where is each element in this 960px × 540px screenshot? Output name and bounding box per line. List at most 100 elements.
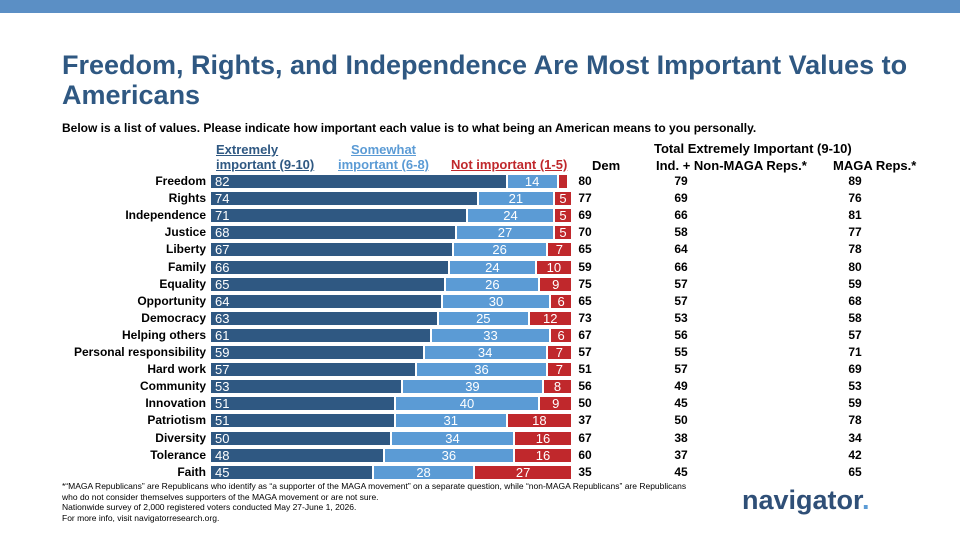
ind-value: 49 — [674, 379, 688, 394]
dem-value: 59 — [578, 259, 592, 274]
bar-segment-not: 10 — [536, 260, 571, 274]
bar-segment-extremely: 48 — [211, 448, 383, 462]
bar-segment-extremely: 68 — [211, 226, 456, 240]
bar-segment-extremely: 67 — [211, 243, 452, 257]
maga-value: 77 — [848, 225, 862, 240]
legend-extremely-line2: important (9-10) — [216, 157, 315, 172]
bar-segment-not — [558, 175, 568, 188]
bar-segment-not: 5 — [554, 192, 571, 206]
bar-segment-somewhat: 21 — [478, 192, 553, 206]
bar-segment-somewhat: 31 — [395, 414, 506, 428]
logo-dot: . — [862, 485, 870, 515]
maga-value: 59 — [848, 396, 862, 411]
ind-value: 57 — [674, 293, 688, 308]
category-label: Faith — [177, 464, 206, 479]
category-label: Helping others — [121, 327, 206, 342]
dem-value: 75 — [578, 276, 592, 291]
bar-segment-not: 27 — [475, 465, 571, 479]
legend-somewhat-line2: important (6-8) — [338, 157, 429, 172]
ind-value: 64 — [674, 242, 688, 257]
dem-value: 57 — [578, 345, 592, 359]
bar-segment-somewhat: 36 — [417, 363, 546, 377]
bar-segment-not: 5 — [554, 226, 571, 240]
bar-segment-not: 12 — [529, 311, 571, 325]
bar-segment-not: 7 — [547, 363, 571, 377]
ind-value: 38 — [674, 430, 688, 445]
bar-segment-extremely: 82 — [211, 175, 506, 188]
bar-segment-somewhat: 33 — [431, 328, 550, 342]
category-label: Family — [167, 259, 206, 274]
category-label: Democracy — [141, 310, 206, 325]
ind-value: 53 — [674, 310, 688, 325]
bar-segment-somewhat: 24 — [468, 209, 553, 223]
dem-value: 65 — [578, 293, 592, 308]
ind-value: 57 — [674, 362, 688, 377]
ind-column-header: Ind. + Non-MAGA Reps.* — [656, 158, 807, 173]
bar-segment-somewhat: 39 — [402, 380, 543, 394]
dem-value: 73 — [578, 310, 592, 325]
bar-segment-not: 16 — [515, 431, 571, 445]
footnote: *“MAGA Republicans” are Republicans who … — [62, 481, 702, 523]
page-title: Freedom, Rights, and Independence Are Mo… — [62, 50, 908, 110]
maga-value: 53 — [848, 379, 862, 394]
bar-segment-somewhat: 26 — [446, 277, 539, 291]
footnote-survey: Nationwide survey of 2,000 registered vo… — [62, 502, 357, 512]
dem-column-header: Dem — [592, 158, 621, 173]
bar-segment-somewhat: 27 — [457, 226, 553, 240]
ind-value: 56 — [674, 327, 688, 342]
maga-value: 34 — [848, 430, 862, 445]
footnote-definition: *“MAGA Republicans” are Republicans who … — [62, 481, 687, 502]
bar-segment-not: 8 — [544, 380, 571, 394]
category-label: Rights — [168, 191, 206, 206]
maga-value: 58 — [848, 310, 862, 325]
legend-extremely-line1: Extremely — [216, 142, 279, 157]
category-label: Personal responsibility — [73, 345, 206, 359]
bar-segment-not: 7 — [547, 243, 571, 257]
category-label: Liberty — [165, 242, 206, 257]
bar-segment-somewhat: 26 — [453, 243, 546, 257]
maga-value: 68 — [848, 293, 862, 308]
category-label: Tolerance — [150, 447, 206, 462]
maga-value: 80 — [848, 259, 862, 274]
category-label: Justice — [164, 225, 206, 240]
category-label: Diversity — [155, 430, 206, 445]
category-label: Equality — [159, 276, 206, 291]
bar-segment-not: 7 — [547, 346, 571, 359]
maga-value: 78 — [848, 413, 862, 428]
bar-segment-somewhat: 25 — [439, 311, 528, 325]
maga-value: 57 — [848, 327, 862, 342]
maga-column-header: MAGA Reps.* — [833, 158, 917, 173]
maga-value: 65 — [848, 464, 862, 479]
bar-segment-extremely: 59 — [211, 346, 423, 359]
category-label: Community — [140, 379, 206, 394]
bar-segment-somewhat: 36 — [384, 448, 514, 462]
bar-segment-extremely: 71 — [211, 209, 467, 223]
bar-segment-not: 16 — [515, 448, 571, 462]
ind-value: 37 — [674, 447, 688, 462]
ind-value: 45 — [674, 464, 688, 479]
dem-value: 65 — [578, 242, 592, 257]
bar-segment-extremely: 51 — [211, 414, 394, 428]
bar-segment-somewhat: 14 — [507, 175, 557, 188]
ind-value: 58 — [674, 225, 688, 240]
legend-not-label: Not important (1-5) — [451, 157, 568, 172]
dem-value: 56 — [578, 379, 592, 394]
dem-value: 70 — [578, 225, 592, 240]
maga-value: 78 — [848, 242, 862, 257]
ind-value: 69 — [674, 191, 688, 206]
bar-segment-extremely: 66 — [211, 260, 448, 274]
category-label: Patriotism — [147, 413, 206, 428]
ind-value: 57 — [674, 276, 688, 291]
dem-value: 37 — [578, 413, 592, 428]
dem-value: 69 — [578, 208, 592, 223]
legend-somewhat: Somewhat important (6-8) — [338, 142, 429, 172]
ind-value: 79 — [674, 174, 688, 188]
ind-value: 55 — [674, 345, 688, 359]
dem-value: 80 — [578, 174, 592, 188]
navigator-logo: navigator. — [742, 485, 870, 516]
question-subtitle: Below is a list of values. Please indica… — [62, 121, 757, 135]
category-label: Innovation — [145, 396, 206, 411]
bar-segment-extremely: 64 — [211, 294, 441, 308]
ind-value: 45 — [674, 396, 688, 411]
bar-segment-extremely: 45 — [211, 465, 372, 479]
